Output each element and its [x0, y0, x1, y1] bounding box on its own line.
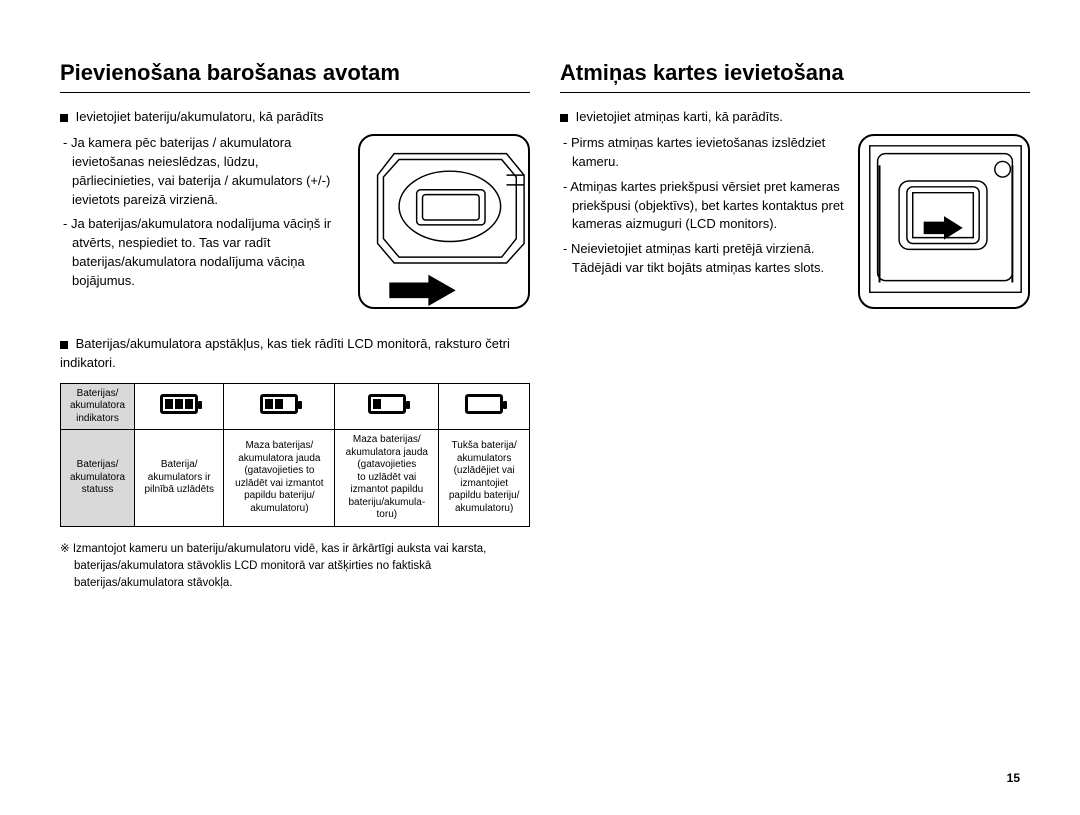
square-bullet-icon — [560, 114, 568, 122]
heading-memory: Atmiņas kartes ievietošana — [560, 60, 1030, 93]
manual-page: Pievienošana barošanas avotam Ievietojie… — [0, 0, 1080, 592]
left-bullets: - Ja kamera pēc baterijas / akumulatora … — [60, 134, 344, 297]
right-column: Atmiņas kartes ievietošana Ievietojiet a… — [560, 60, 1030, 592]
battery-one-bar-icon — [368, 394, 406, 414]
lcd-intro: Baterijas/akumulatora apstākļus, kas tie… — [60, 335, 530, 373]
bullet-r3: - Neievietojiet atmiņas karti pretējā vi… — [560, 240, 844, 278]
table-row: Baterijas/akumulatorastatuss Baterija/ak… — [61, 430, 530, 527]
left-column: Pievienošana barošanas avotam Ievietojie… — [60, 60, 530, 592]
bullet-r1: - Pirms atmiņas kartes ievietošanas izsl… — [560, 134, 844, 172]
row-header-status: Baterijas/akumulatorastatuss — [61, 430, 135, 527]
status-cell-0: Baterija/akumulators irpilnībā uzlādēts — [135, 430, 224, 527]
batt-cell-1 — [224, 383, 335, 430]
footnote: ※ Izmantojot kameru un bateriju/akumulat… — [60, 541, 530, 593]
status-cell-3: Tukša baterija/akumulators(uzlādējiet va… — [439, 430, 530, 527]
row-header-indicator: Baterijas/akumulatoraindikators — [61, 383, 135, 430]
square-bullet-icon — [60, 341, 68, 349]
batt-cell-2 — [335, 383, 439, 430]
status-cell-1: Maza baterijas/akumulatora jauda(gatavoj… — [224, 430, 335, 527]
lcd-section: Baterijas/akumulatora apstākļus, kas tie… — [60, 335, 530, 592]
memory-card-insert-illustration — [858, 134, 1030, 309]
left-row: - Ja kamera pēc baterijas / akumulatora … — [60, 134, 530, 309]
bullet-1: - Ja kamera pēc baterijas / akumulatora … — [60, 134, 344, 209]
square-bullet-icon — [60, 114, 68, 122]
lcd-intro-text: Baterijas/akumulatora apstākļus, kas tie… — [60, 336, 510, 370]
page-number: 15 — [1007, 771, 1020, 785]
table-row: Baterijas/akumulatoraindikators — [61, 383, 530, 430]
battery-full-icon — [160, 394, 198, 414]
right-row: - Pirms atmiņas kartes ievietošanas izsl… — [560, 134, 1030, 309]
battery-empty-icon — [465, 394, 503, 414]
intro-left: Ievietojiet bateriju/akumulatoru, kā par… — [60, 109, 530, 124]
intro-right: Ievietojiet atmiņas karti, kā parādīts. — [560, 109, 1030, 124]
bullet-2: - Ja baterijas/akumulatora nodalījuma vā… — [60, 215, 344, 290]
right-bullets: - Pirms atmiņas kartes ievietošanas izsl… — [560, 134, 844, 284]
battery-table: Baterijas/akumulatoraindikators — [60, 383, 530, 527]
battery-two-bars-icon — [260, 394, 298, 414]
batt-cell-3 — [439, 383, 530, 430]
status-cell-2: Maza baterijas/akumulatora jauda(gatavoj… — [335, 430, 439, 527]
intro-right-text: Ievietojiet atmiņas karti, kā parādīts. — [576, 109, 783, 124]
battery-insert-illustration — [358, 134, 530, 309]
bullet-r2: - Atmiņas kartes priekšpusi vērsiet pret… — [560, 178, 844, 235]
intro-left-text: Ievietojiet bateriju/akumulatoru, kā par… — [76, 109, 324, 124]
batt-cell-0 — [135, 383, 224, 430]
heading-power: Pievienošana barošanas avotam — [60, 60, 530, 93]
